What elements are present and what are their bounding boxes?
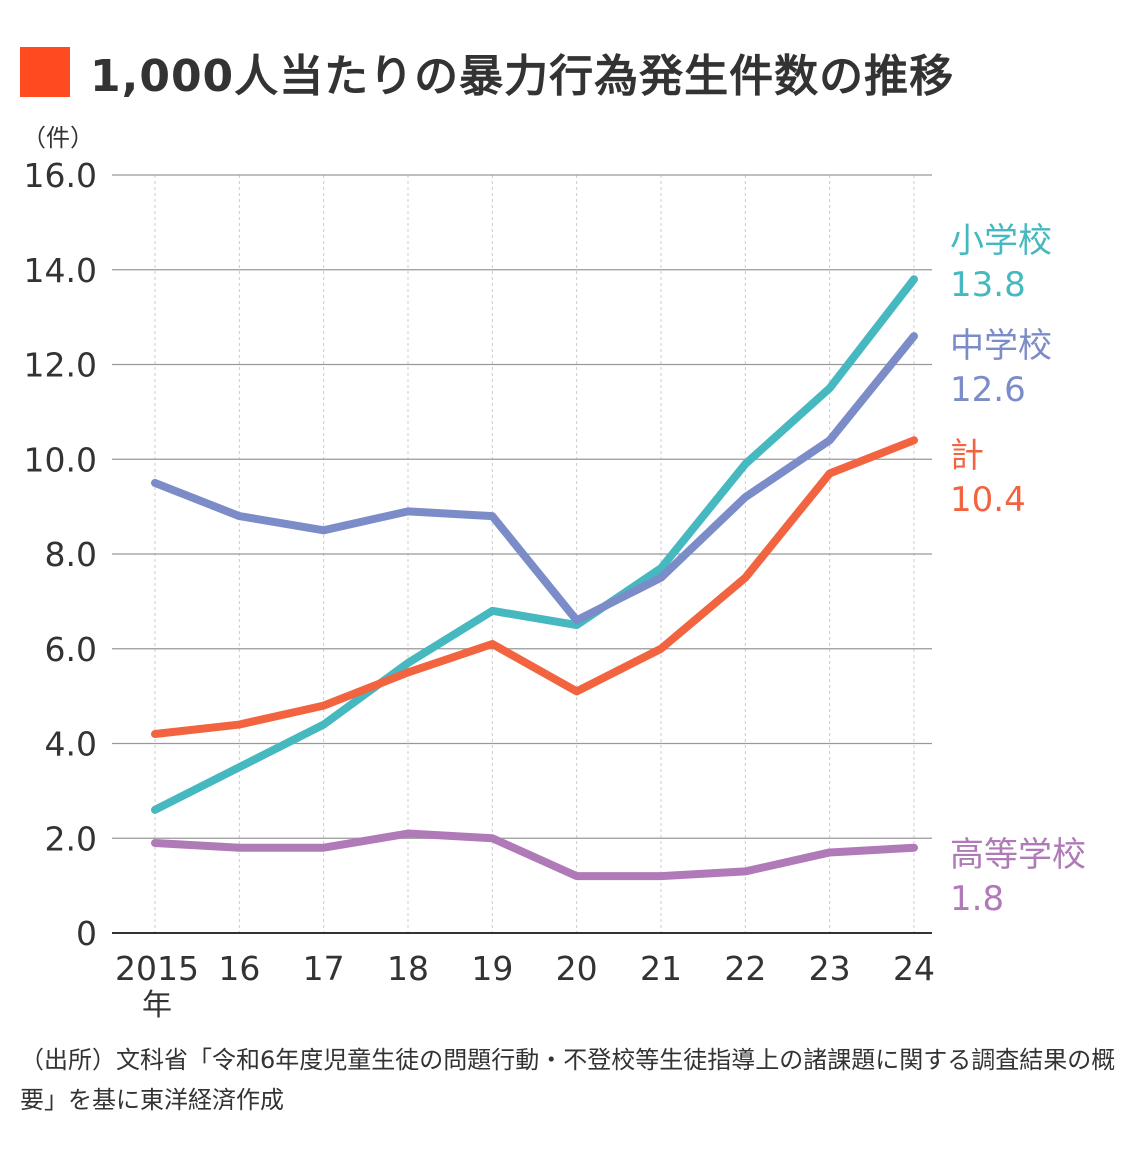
x-tick-label: 24 <box>893 949 935 988</box>
x-tick-label: 21 <box>640 949 682 988</box>
series-end-value: 12.6 <box>950 370 1026 410</box>
source-note: （出所）文科省「令和6年度児童生徒の問題行動・不登校等生徒指導上の諸課題に関する… <box>20 1046 1116 1114</box>
x-tick-label: 19 <box>471 949 513 988</box>
y-tick-label: 14.0 <box>24 251 97 290</box>
y-tick-label: 8.0 <box>45 535 97 574</box>
y-tick-label: 4.0 <box>45 725 97 764</box>
x-tick-label: 22 <box>724 949 766 988</box>
title-marker <box>20 47 70 97</box>
series-end-value: 13.8 <box>950 265 1026 305</box>
series-name-label: 中学校 <box>950 326 1052 366</box>
series-name-label: 高等学校 <box>950 835 1086 875</box>
series-name-label: 小学校 <box>950 221 1052 261</box>
y-tick-label: 6.0 <box>45 630 97 669</box>
x-tick-label: 2015 <box>115 949 199 988</box>
x-tick-label: 23 <box>809 949 851 988</box>
series-line-1 <box>151 332 918 625</box>
y-tick-label: 2.0 <box>45 819 97 858</box>
series-end-value: 10.4 <box>950 480 1026 520</box>
series-line-2 <box>151 436 918 739</box>
y-tick-label: 10.0 <box>24 440 97 479</box>
x-tick-suffix: 年 <box>142 988 172 1023</box>
y-tick-label: 12.0 <box>24 346 97 385</box>
series-end-value: 1.8 <box>950 879 1004 919</box>
chart-title-block: 1,000人当たりの暴力行為発生件数の推移 <box>20 40 954 104</box>
x-tick-label: 20 <box>556 949 598 988</box>
x-tick-label: 16 <box>218 949 260 988</box>
series-name-label: 計 <box>950 436 984 476</box>
chart-title: 1,000人当たりの暴力行為発生件数の推移 <box>90 51 955 102</box>
y-tick-label: 0 <box>76 914 97 953</box>
series-line-0 <box>151 275 918 814</box>
y-axis-label: （件） <box>22 124 94 152</box>
series-line-3 <box>151 829 918 881</box>
x-tick-label: 18 <box>387 949 429 988</box>
y-tick-label: 16.0 <box>24 156 97 195</box>
line-chart: （件） 0 2.0 4.0 6.0 8.0 10.0 12.0 14.0 16.0 2015 16 17… <box>22 124 1086 1023</box>
x-tick-label: 17 <box>303 949 345 988</box>
